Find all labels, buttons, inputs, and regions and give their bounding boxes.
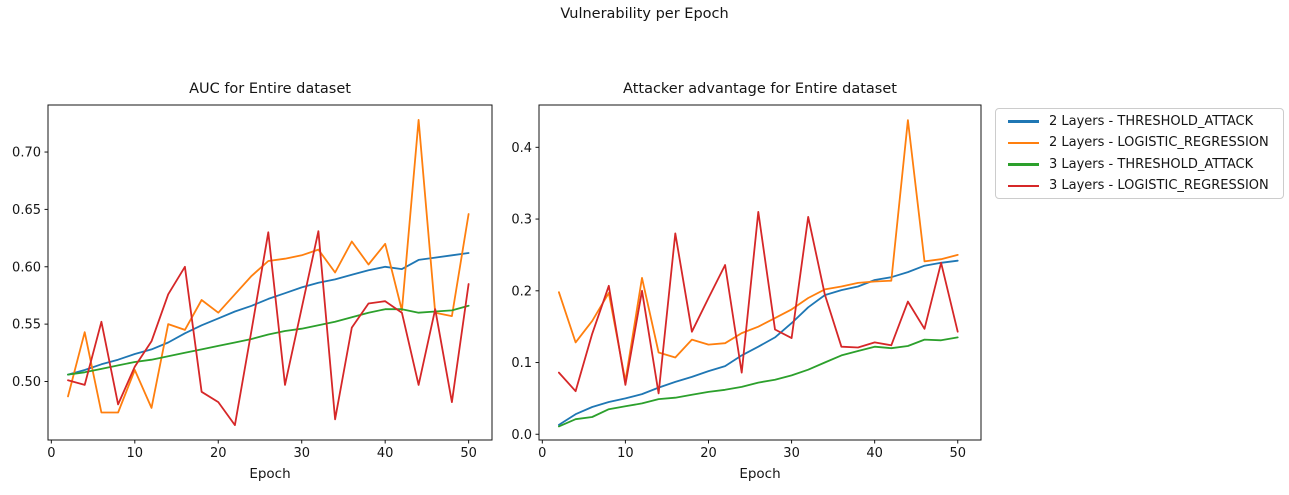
legend-line-swatch [1008, 184, 1039, 187]
legend-item: 3 Layers - LOGISTIC_REGRESSION [1004, 178, 1275, 193]
y-tick-label: 0.70 [12, 146, 41, 161]
subplot-0: 0 10 20 30 40 50 0.50 0.55 0.60 0.65 0.70 [12, 104, 493, 461]
x-axis-label-auc: Epoch [249, 466, 291, 482]
x-tick-label: 40 [377, 446, 394, 461]
figure-title: Vulnerability per Epoch [560, 6, 729, 22]
legend-label: 2 Layers - LOGISTIC_REGRESSION [1049, 135, 1269, 151]
y-tick-label: 0.3 [511, 213, 532, 228]
y-tick-label: 0.65 [12, 203, 41, 218]
x-tick-label: 30 [293, 446, 310, 461]
series-line-3-layers-logistic-regression [558, 210, 959, 395]
legend-line-swatch [1008, 120, 1039, 123]
x-tick-label: 50 [460, 446, 477, 461]
subplot-1: 0 10 20 30 40 50 0.0 0.1 0.2 0.3 0.4 [511, 104, 982, 461]
y-tick-label: 0.2 [511, 284, 532, 299]
legend-line-swatch [1008, 141, 1039, 144]
x-tick-label: 0 [538, 446, 546, 461]
plot-title-advantage: Attacker advantage for Entire dataset [623, 81, 897, 97]
x-tick-label: 0 [47, 446, 55, 461]
x-tick-label: 10 [127, 446, 144, 461]
series-line-2-layers-logistic-regression [67, 119, 470, 414]
axes-box [47, 104, 493, 441]
series-line-3-layers-threshold-attack [558, 336, 959, 428]
y-tick-label: 0.55 [12, 318, 41, 333]
legend-label: 3 Layers - LOGISTIC_REGRESSION [1049, 178, 1269, 194]
y-tick-label: 0.50 [12, 375, 41, 390]
y-tick-label: 0.60 [12, 260, 41, 275]
x-tick-label: 20 [700, 446, 717, 461]
y-tick-label: 0.1 [511, 356, 532, 371]
x-tick-label: 40 [866, 446, 883, 461]
x-tick-label: 30 [783, 446, 800, 461]
plot-title-auc: AUC for Entire dataset [189, 81, 351, 97]
x-tick-label: 20 [210, 446, 227, 461]
series-line-2-layers-threshold-attack [67, 252, 470, 376]
axes-box [538, 104, 982, 441]
legend-item: 2 Layers - LOGISTIC_REGRESSION [1004, 135, 1275, 150]
legend-item: 3 Layers - THRESHOLD_ATTACK [1004, 157, 1275, 172]
y-tick-label: 0.0 [511, 428, 532, 443]
legend-item: 2 Layers - THRESHOLD_ATTACK [1004, 114, 1275, 129]
x-tick-label: 10 [617, 446, 634, 461]
legend-label: 2 Layers - THRESHOLD_ATTACK [1049, 113, 1254, 129]
x-tick-label: 50 [949, 446, 966, 461]
series-line-3-layers-threshold-attack [67, 304, 470, 376]
x-axis-label-advantage: Epoch [739, 466, 781, 482]
y-tick-label: 0.4 [511, 141, 532, 156]
legend-label: 3 Layers - THRESHOLD_ATTACK [1049, 156, 1254, 172]
series-line-3-layers-logistic-regression [67, 230, 470, 427]
legend-line-swatch [1008, 163, 1039, 166]
legend-box: 2 Layers - THRESHOLD_ATTACK 2 Layers - L… [995, 108, 1284, 199]
